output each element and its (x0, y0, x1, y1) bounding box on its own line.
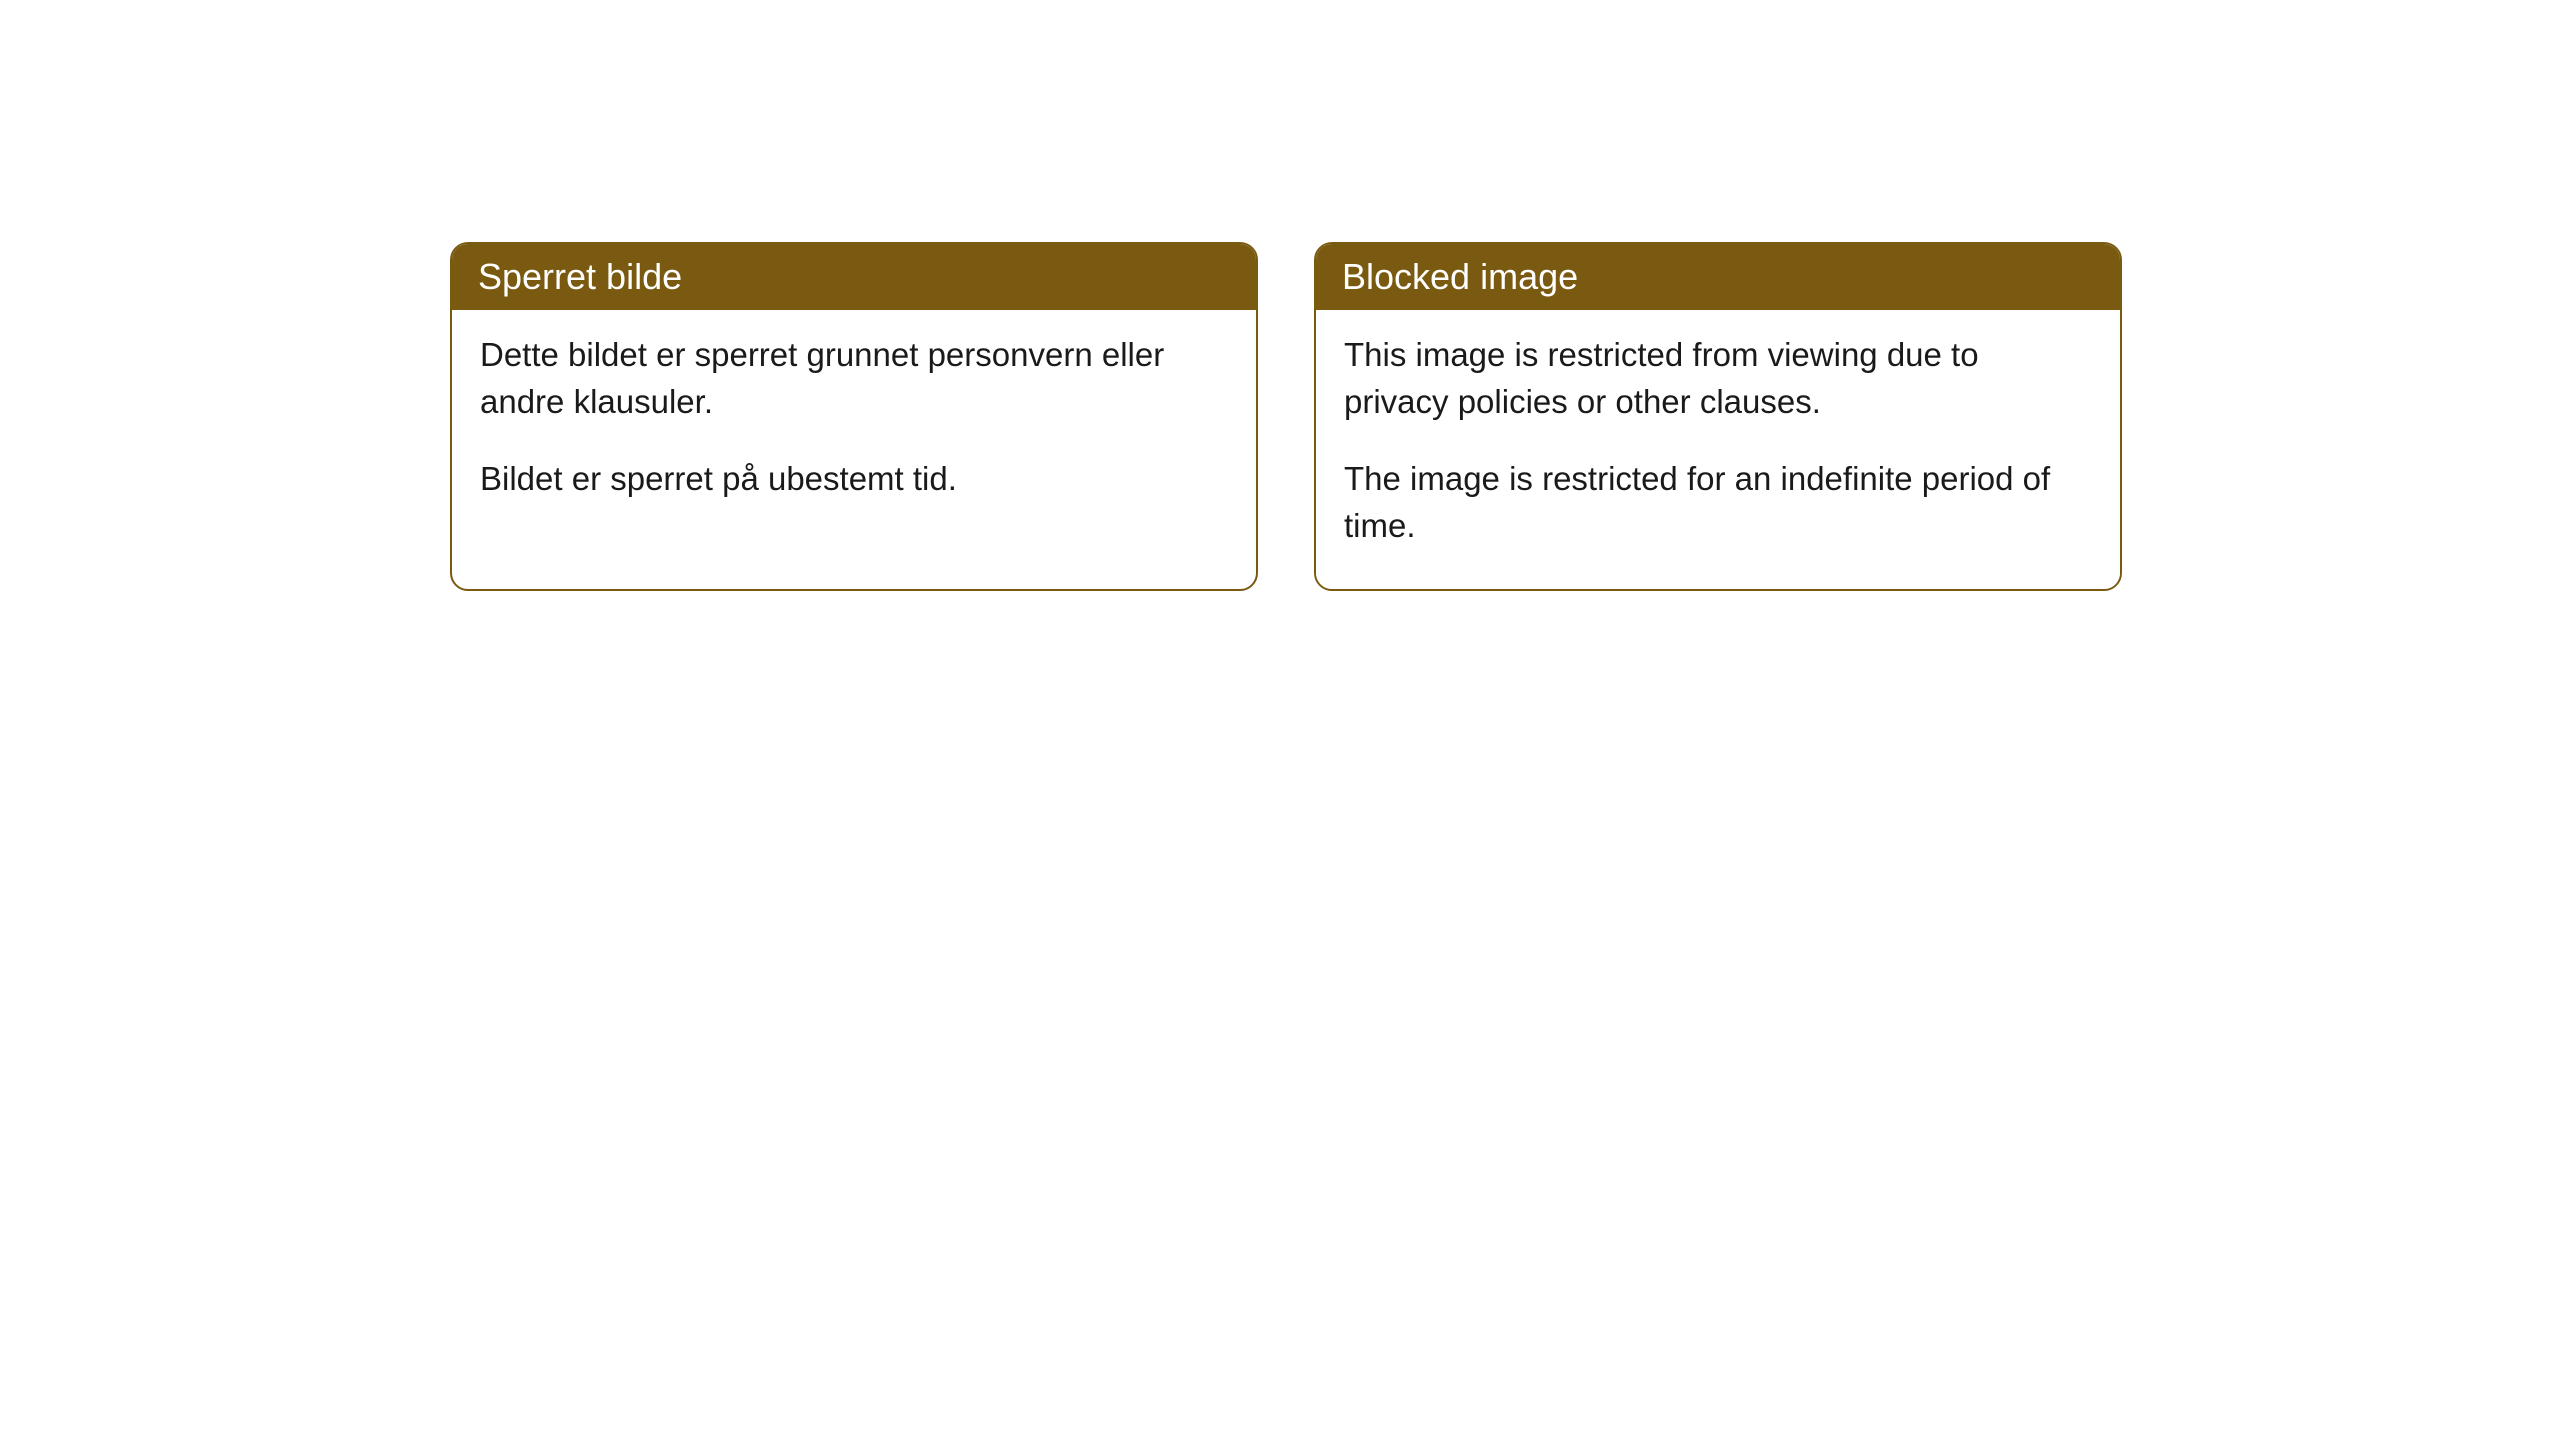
notice-text-line2: The image is restricted for an indefinit… (1344, 456, 2092, 550)
card-body-english: This image is restricted from viewing du… (1316, 310, 2120, 589)
card-header-english: Blocked image (1316, 244, 2120, 310)
notice-text-line1: Dette bildet er sperret grunnet personve… (480, 332, 1228, 426)
notice-text-line2: Bildet er sperret på ubestemt tid. (480, 456, 1228, 503)
blocked-image-card-english: Blocked image This image is restricted f… (1314, 242, 2122, 591)
notice-container: Sperret bilde Dette bildet er sperret gr… (0, 0, 2560, 591)
blocked-image-card-norwegian: Sperret bilde Dette bildet er sperret gr… (450, 242, 1258, 591)
card-header-norwegian: Sperret bilde (452, 244, 1256, 310)
notice-text-line1: This image is restricted from viewing du… (1344, 332, 2092, 426)
card-body-norwegian: Dette bildet er sperret grunnet personve… (452, 310, 1256, 543)
